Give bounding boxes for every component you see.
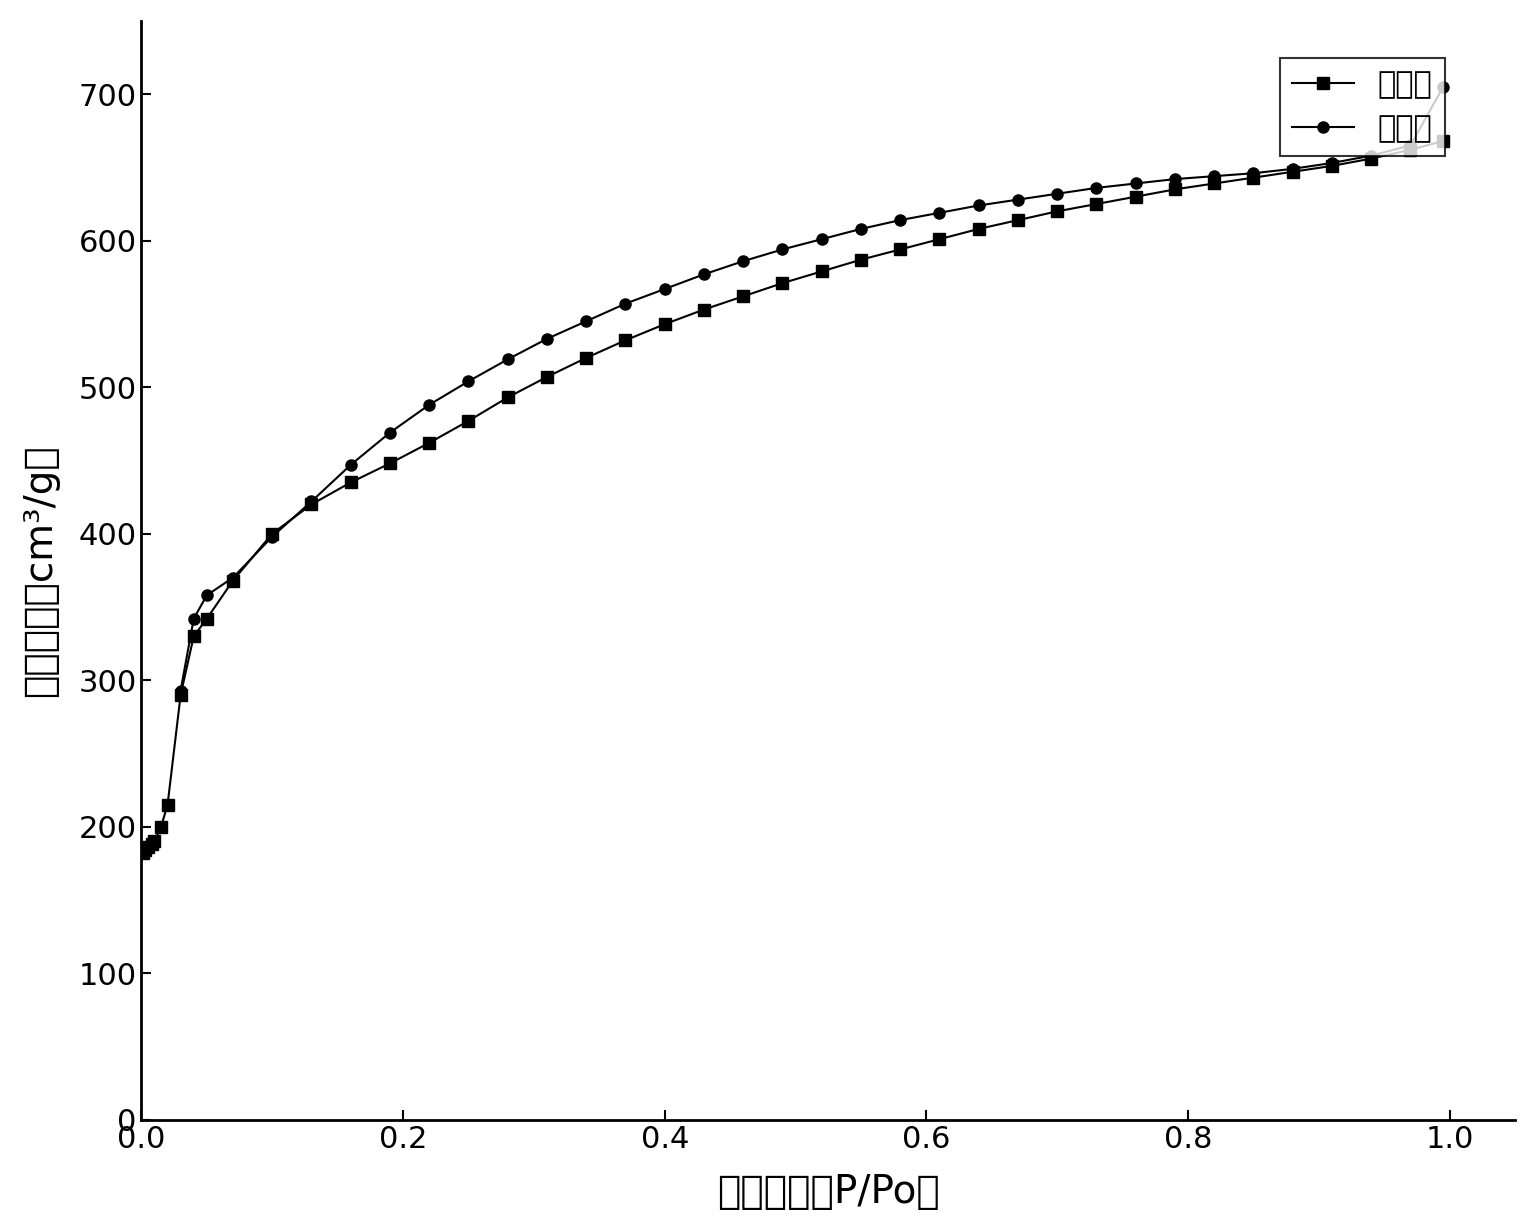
脱附支	[578, 314, 596, 329]
吸附支	[578, 350, 596, 365]
吸附支	[134, 846, 152, 861]
脱附支	[1284, 161, 1303, 176]
脱附支	[1166, 171, 1184, 186]
吸附支	[1009, 213, 1028, 228]
吸附支	[969, 222, 988, 237]
X-axis label: 相对压力（P/Po）: 相对压力（P/Po）	[717, 1173, 940, 1211]
吸附支	[263, 526, 281, 541]
吸附支	[419, 435, 438, 450]
脱附支	[419, 398, 438, 413]
吸附支	[224, 573, 243, 588]
脱附支	[1362, 148, 1381, 163]
吸附支	[616, 333, 634, 347]
吸附支	[184, 628, 203, 643]
吸附支	[172, 687, 190, 702]
吸附支	[694, 302, 713, 317]
脱附支	[1087, 181, 1106, 196]
吸附支	[891, 241, 909, 256]
脱附支	[1126, 176, 1144, 191]
脱附支	[969, 198, 988, 213]
吸附支	[137, 843, 155, 857]
吸附支	[1244, 170, 1263, 185]
吸附支	[1206, 176, 1224, 191]
脱附支	[1322, 155, 1341, 170]
脱附支	[172, 683, 190, 697]
脱附支	[1009, 192, 1028, 207]
脱附支	[1244, 166, 1263, 181]
脱附支	[263, 530, 281, 545]
吸附支	[656, 317, 674, 331]
吸附支	[1087, 197, 1106, 212]
脱附支	[1048, 186, 1066, 201]
吸附支	[1322, 159, 1341, 174]
脱附支	[852, 222, 871, 237]
Legend: 吸附支, 脱附支: 吸附支, 脱附支	[1279, 58, 1445, 155]
脱附支	[1206, 169, 1224, 184]
脱附支	[184, 611, 203, 626]
脱附支	[303, 494, 321, 509]
脱附支	[538, 331, 556, 346]
吸附支	[1362, 152, 1381, 166]
吸附支	[734, 290, 753, 304]
吸附支	[381, 456, 399, 471]
脱附支	[341, 457, 359, 472]
脱附支	[499, 352, 518, 367]
吸附支	[1166, 182, 1184, 197]
吸附支	[138, 840, 157, 855]
吸附支	[459, 414, 478, 429]
吸附支	[198, 611, 217, 626]
吸附支	[931, 232, 949, 246]
吸附支	[499, 391, 518, 405]
脱附支	[616, 296, 634, 310]
吸附支	[303, 496, 321, 511]
脱附支	[931, 206, 949, 221]
吸附支	[1048, 205, 1066, 219]
吸附支	[813, 264, 831, 278]
脱附支	[891, 213, 909, 228]
吸附支	[143, 837, 161, 851]
脱附支	[694, 267, 713, 282]
Y-axis label: 吸附体积（cm³/g）: 吸附体积（cm³/g）	[22, 444, 58, 697]
脱附支	[224, 570, 243, 585]
吸附支	[773, 276, 791, 291]
吸附支	[1126, 190, 1144, 205]
脱附支	[813, 232, 831, 246]
脱附支	[381, 425, 399, 440]
吸附支	[1284, 164, 1303, 179]
吸附支	[152, 819, 170, 834]
吸附支	[1435, 133, 1453, 148]
Line: 脱附支: 脱附支	[175, 81, 1448, 696]
吸附支	[1401, 143, 1419, 158]
脱附支	[734, 254, 753, 269]
Line: 吸附支: 吸附支	[137, 136, 1448, 859]
脱附支	[656, 282, 674, 297]
脱附支	[1435, 79, 1453, 94]
吸附支	[852, 253, 871, 267]
脱附支	[459, 375, 478, 389]
吸附支	[158, 797, 177, 812]
吸附支	[341, 476, 359, 490]
脱附支	[773, 241, 791, 256]
吸附支	[146, 834, 164, 849]
吸附支	[538, 370, 556, 384]
脱附支	[1401, 138, 1419, 153]
脱附支	[198, 588, 217, 602]
